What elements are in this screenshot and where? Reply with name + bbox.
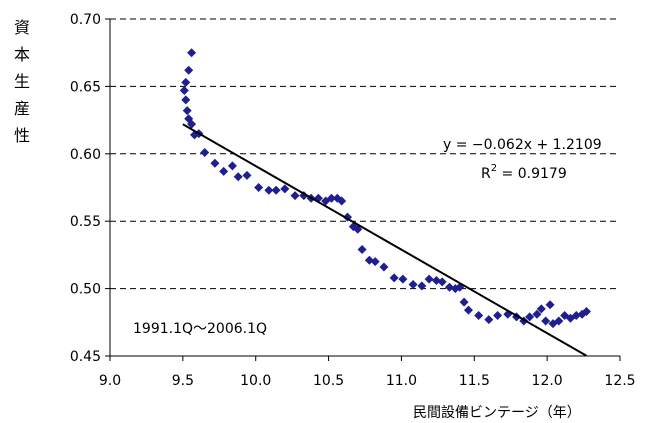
data-point bbox=[182, 106, 192, 116]
r-squared-base: R bbox=[481, 166, 491, 182]
data-point bbox=[536, 304, 546, 314]
data-point bbox=[290, 191, 300, 201]
r-squared-label: R2 = 0.9179 bbox=[481, 163, 567, 182]
data-point bbox=[219, 166, 229, 176]
r-squared-value: = 0.9179 bbox=[497, 166, 567, 182]
data-point bbox=[210, 158, 220, 168]
data-point bbox=[264, 185, 274, 195]
data-point bbox=[437, 277, 447, 287]
data-point bbox=[357, 245, 367, 255]
data-point bbox=[254, 183, 264, 192]
data-point bbox=[379, 262, 389, 272]
data-point bbox=[554, 316, 564, 326]
data-point bbox=[179, 85, 189, 95]
x-tick-label: 11.0 bbox=[386, 373, 417, 389]
y-tick-label: 0.55 bbox=[70, 214, 101, 230]
data-point bbox=[541, 316, 551, 326]
x-tick-labels: 9.0 9.5 10.0 10.5 11.0 11.5 12.0 12.5 bbox=[99, 373, 636, 389]
r-squared-sup: 2 bbox=[491, 163, 497, 174]
data-point bbox=[242, 170, 252, 180]
data-point bbox=[459, 297, 469, 307]
data-point bbox=[389, 273, 399, 283]
data-points bbox=[179, 48, 591, 329]
x-tick-label: 10.0 bbox=[240, 373, 271, 389]
x-axis-label: 民間設備ビンテージ（年） bbox=[413, 405, 581, 421]
y-tick-labels: 0.45 0.50 0.55 0.60 0.65 0.70 bbox=[70, 12, 101, 365]
data-point bbox=[370, 257, 380, 267]
x-tick-label: 11.5 bbox=[459, 373, 490, 389]
data-point bbox=[181, 77, 191, 87]
y-axis-label: 資本生産性 bbox=[14, 18, 30, 145]
data-point bbox=[424, 274, 434, 284]
data-point bbox=[227, 161, 237, 171]
gridlines bbox=[110, 18, 620, 290]
trendline bbox=[182, 123, 587, 357]
data-point bbox=[493, 311, 503, 321]
data-point bbox=[184, 65, 194, 75]
data-point bbox=[187, 119, 197, 129]
y-tick-label: 0.65 bbox=[70, 79, 101, 95]
y-tick-label: 0.60 bbox=[70, 147, 101, 163]
y-tick-label: 0.45 bbox=[70, 349, 101, 365]
x-tick-label: 9.0 bbox=[99, 373, 121, 389]
x-tick-label: 10.5 bbox=[313, 373, 344, 389]
data-point bbox=[474, 311, 484, 321]
data-point bbox=[337, 196, 347, 206]
trendline-equation: y = −0.062x + 1.2109 bbox=[443, 137, 602, 153]
data-point bbox=[181, 95, 191, 105]
data-point bbox=[326, 193, 336, 203]
data-point bbox=[353, 224, 363, 234]
data-point bbox=[463, 305, 473, 315]
y-tick-label: 0.70 bbox=[70, 12, 101, 28]
data-point bbox=[271, 185, 281, 195]
trendline-group bbox=[182, 123, 587, 357]
y-tick-label: 0.50 bbox=[70, 282, 101, 298]
period-label: 1991.1Q～2006.1Q bbox=[133, 321, 267, 337]
x-tick-label: 12.0 bbox=[532, 373, 563, 389]
data-point bbox=[545, 300, 555, 310]
data-point bbox=[187, 48, 197, 58]
axes bbox=[105, 18, 621, 361]
data-point bbox=[525, 312, 535, 322]
data-point bbox=[200, 147, 210, 157]
data-point bbox=[398, 274, 408, 284]
data-point bbox=[484, 315, 494, 325]
x-tick-label: 12.5 bbox=[604, 373, 635, 389]
data-point bbox=[408, 280, 418, 290]
data-point bbox=[581, 307, 591, 317]
data-point bbox=[417, 281, 427, 291]
data-point bbox=[280, 184, 290, 194]
x-tick-label: 9.5 bbox=[172, 373, 194, 389]
data-point bbox=[532, 309, 542, 319]
data-point bbox=[233, 172, 243, 182]
